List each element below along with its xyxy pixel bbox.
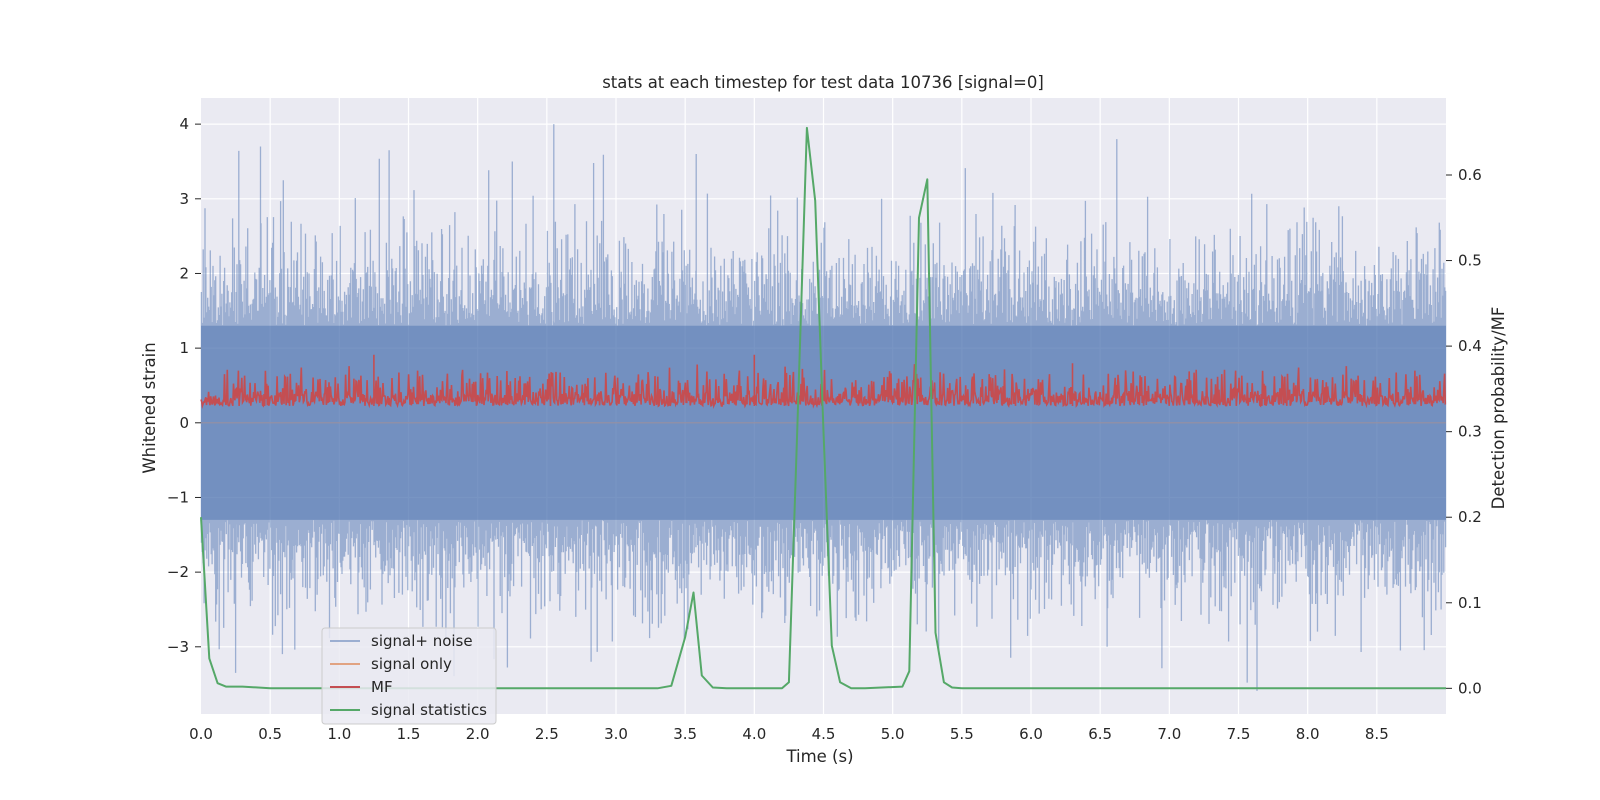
x-tick-label: 1.0 bbox=[327, 725, 351, 743]
legend-label-signal-statistics: signal statistics bbox=[371, 701, 487, 719]
y2-tick-label: 0.0 bbox=[1458, 679, 1482, 697]
y-axis-ticks: 4 3 2 1 0 −1 −2 −3 bbox=[167, 115, 201, 656]
y2-tick-label: 0.4 bbox=[1458, 337, 1482, 355]
y-tick-label: 3 bbox=[179, 190, 189, 208]
x-tick-label: 7.0 bbox=[1157, 725, 1181, 743]
legend-label-signal-noise: signal+ noise bbox=[371, 632, 473, 650]
x-tick-label: 4.0 bbox=[742, 725, 766, 743]
y2-tick-label: 0.6 bbox=[1458, 166, 1482, 184]
x-tick-label: 0.0 bbox=[189, 725, 213, 743]
x-tick-label: 5.5 bbox=[950, 725, 974, 743]
y2-tick-label: 0.1 bbox=[1458, 594, 1482, 612]
y-tick-label: 4 bbox=[179, 115, 189, 133]
x-tick-label: 7.5 bbox=[1227, 725, 1251, 743]
y-tick-label: −1 bbox=[167, 488, 189, 506]
legend-label-signal-only: signal only bbox=[371, 655, 452, 673]
mf-line bbox=[200, 354, 1447, 409]
x-tick-label: 8.5 bbox=[1365, 725, 1389, 743]
legend-label-mf: MF bbox=[371, 678, 393, 696]
series-mf bbox=[200, 354, 1447, 409]
y-tick-label: 0 bbox=[179, 414, 189, 432]
y-tick-label: −2 bbox=[167, 563, 189, 581]
x-tick-label: 4.5 bbox=[812, 725, 836, 743]
x-tick-label: 6.5 bbox=[1088, 725, 1112, 743]
x-axis-label: Time (s) bbox=[785, 747, 853, 766]
x-tick-label: 2.0 bbox=[466, 725, 490, 743]
y-tick-label: 2 bbox=[179, 264, 189, 282]
chart-title: stats at each timestep for test data 107… bbox=[602, 73, 1044, 92]
y-axis-label: Whitened strain bbox=[140, 342, 159, 473]
y-tick-label: −3 bbox=[167, 638, 189, 656]
x-axis-ticks: 0.0 0.5 1.0 1.5 2.0 2.5 3.0 3.5 4.0 4.5 5.0 5.5 6.0 6… bbox=[189, 725, 1389, 743]
legend-box bbox=[321, 627, 497, 725]
x-tick-label: 3.0 bbox=[604, 725, 628, 743]
y2-axis-ticks: 0.6 0.5 0.4 0.3 0.2 0.1 0.0 bbox=[1446, 166, 1482, 697]
y2-tick-label: 0.3 bbox=[1458, 423, 1482, 441]
x-tick-label: 5.0 bbox=[881, 725, 905, 743]
y-tick-label: 1 bbox=[179, 339, 189, 357]
x-tick-label: 6.0 bbox=[1019, 725, 1043, 743]
x-tick-label: 3.5 bbox=[673, 725, 697, 743]
x-tick-label: 2.5 bbox=[535, 725, 559, 743]
y2-tick-label: 0.5 bbox=[1458, 252, 1482, 270]
y2-axis-label: Detection probability/MF bbox=[1489, 307, 1508, 510]
y2-tick-label: 0.2 bbox=[1458, 508, 1482, 526]
legend: signal+ noise signal only MF signal stat… bbox=[321, 627, 497, 725]
x-tick-label: 8.0 bbox=[1296, 725, 1320, 743]
x-tick-label: 0.5 bbox=[258, 725, 282, 743]
x-tick-label: 1.5 bbox=[397, 725, 421, 743]
